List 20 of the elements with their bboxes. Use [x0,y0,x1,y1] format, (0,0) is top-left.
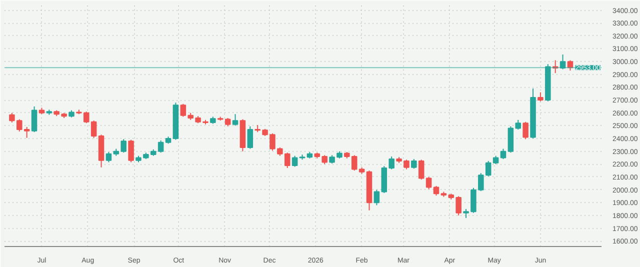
candlestick [560,54,566,70]
candlestick [247,126,254,150]
candlestick [426,176,432,190]
candlestick [418,159,424,180]
candlestick [500,148,506,160]
candlestick [180,103,186,118]
candlestick [411,158,417,170]
candlestick [522,121,528,140]
candlestick [158,140,164,154]
candlestick [106,151,112,163]
candlestick [31,106,38,133]
candlestick [232,114,238,126]
candlestick [128,139,134,163]
candlestick [433,185,440,196]
candlestick [292,155,298,168]
candlestick [567,60,574,72]
candlestick [552,60,558,74]
candlestick [374,189,380,206]
candlestick [9,112,15,123]
candlestick [404,159,410,170]
